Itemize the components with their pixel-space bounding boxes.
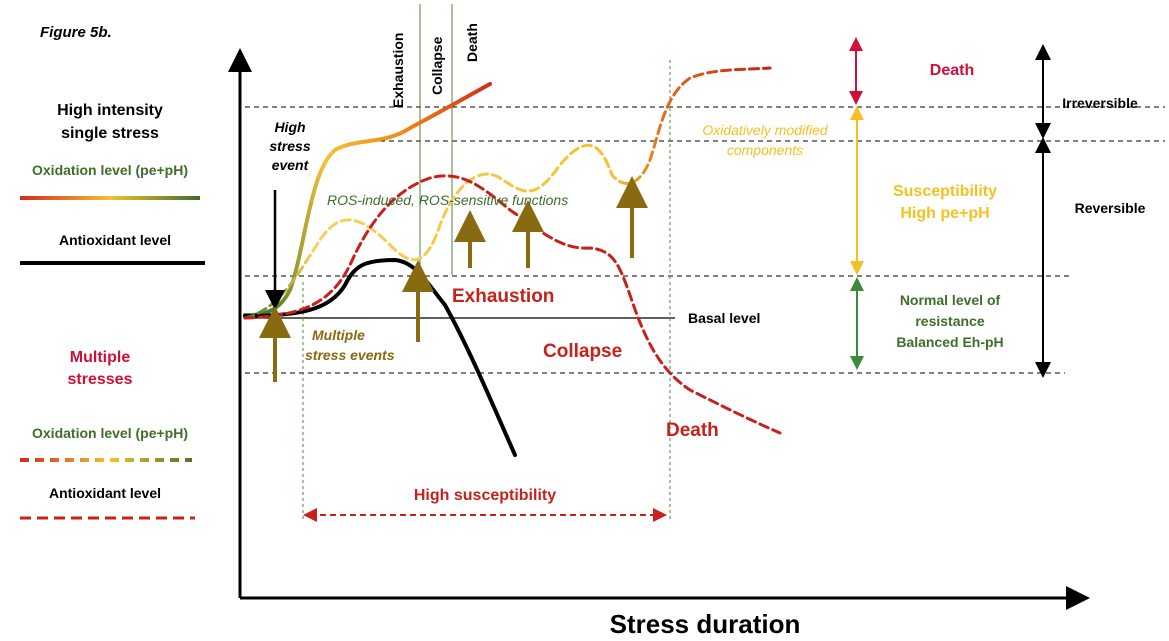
arrows (259, 37, 1051, 522)
annotation: Death (666, 420, 719, 441)
line: single stress (61, 125, 159, 142)
axes (228, 48, 1090, 610)
legend-item: Oxidation level (pe+pH) (32, 162, 188, 178)
x-axis-label: Stress duration (610, 609, 801, 639)
zone-label: Susceptibility High pe+pH (893, 183, 997, 222)
line: High intensity (57, 102, 163, 119)
line: Multiple (312, 327, 365, 343)
line: Multiple (70, 349, 131, 366)
line: Oxidatively modified (702, 122, 828, 138)
annotation: High susceptibility (414, 487, 556, 504)
legend-item: Antioxidant level (59, 232, 171, 248)
line: resistance (915, 313, 984, 329)
phase-label: Exhaustion (390, 33, 406, 108)
line: Susceptibility (893, 183, 997, 200)
line: event (272, 157, 310, 173)
legend-item: Antioxidant level (49, 485, 161, 501)
annotation: Collapse (543, 341, 622, 362)
annotation: Exhaustion (452, 286, 554, 307)
legend-title: High intensity single stress (57, 102, 163, 142)
curves (243, 66, 782, 457)
annotation: Basal level (688, 310, 760, 326)
zone-label: Irreversible (1062, 95, 1138, 111)
figure-label: Figure 5b. (40, 24, 112, 41)
annotation: Multiple stress events (305, 327, 395, 363)
antioxidant-curve (243, 257, 517, 457)
line: stresses (68, 371, 133, 388)
line: High (274, 119, 305, 135)
labels: Exhaustion Collapse Death High stress even… (269, 23, 1145, 639)
line: Balanced Eh-pH (896, 334, 1003, 350)
line: stress (269, 138, 310, 154)
zone-label: Death (930, 62, 974, 79)
annotation: ROS-induced, ROS-sensitive functions (327, 192, 568, 208)
annotation: High stress event (269, 119, 310, 173)
legend-title: Multiple stresses (68, 349, 133, 388)
zone-label: Normal level of resistance Balanced Eh-pH (896, 292, 1003, 350)
legend-item: Oxidation level (pe+pH) (32, 425, 188, 441)
phase-label: Collapse (429, 36, 445, 95)
line: stress events (305, 347, 395, 363)
annotation: Oxidatively modified components (702, 122, 828, 158)
line: High pe+pH (900, 205, 989, 222)
line: Normal level of (900, 292, 1001, 308)
zone-label: Reversible (1075, 200, 1146, 216)
oxidation-curve (243, 82, 492, 318)
line: components (727, 142, 803, 158)
legend: Figure 5b. High intensity single stress O… (20, 24, 205, 520)
phase-label: Death (464, 23, 480, 62)
guides (245, 4, 1165, 520)
oxidation-dashed-curve (243, 66, 772, 320)
